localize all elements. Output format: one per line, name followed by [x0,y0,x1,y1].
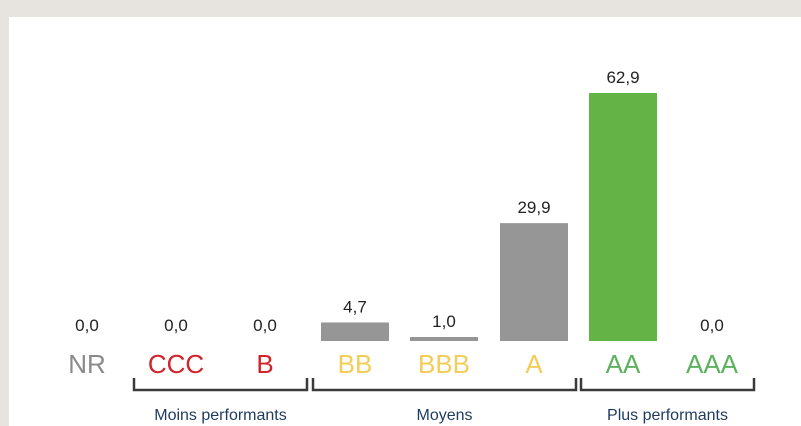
value-label-bbb: 1,0 [432,312,456,331]
category-label-bbb: BBB [418,349,470,379]
bars-layer [321,93,657,341]
group-brackets-layer [132,378,756,392]
category-label-bb: BB [338,349,373,379]
bar-bbb [410,337,478,341]
bar-aa [589,93,657,341]
value-label-nr: 0,0 [75,316,99,335]
category-label-ccc: CCC [148,349,204,379]
bar-bb [321,322,389,341]
category-labels-layer: NR CCC B BB BBB A AA AAA [68,349,738,379]
group-labels-layer: Moins performants Moyens Plus performants [154,407,728,424]
bracket-plus-performants [579,378,756,392]
value-label-aaa: 0,0 [700,316,724,335]
category-label-nr: NR [68,349,106,379]
category-label-a: A [525,349,543,379]
category-label-aa: AA [606,349,641,379]
value-label-aa: 62,9 [606,68,639,87]
value-label-b: 0,0 [253,316,277,335]
value-label-a: 29,9 [517,198,550,217]
value-label-ccc: 0,0 [164,316,188,335]
bar-a [500,223,568,341]
bracket-moins-performants [132,378,309,392]
group-label-plus-performants: Plus performants [607,407,728,424]
category-label-b: B [256,349,273,379]
value-label-bb: 4,7 [343,297,367,316]
value-labels-layer: 0,0 0,0 0,0 4,7 1,0 29,9 62,9 0,0 [75,68,724,335]
group-label-moins-performants: Moins performants [154,407,287,424]
category-label-aaa: AAA [686,349,739,379]
chart-panel-background [9,17,801,426]
bracket-moyens [311,378,578,392]
group-label-moyens: Moyens [416,407,472,424]
